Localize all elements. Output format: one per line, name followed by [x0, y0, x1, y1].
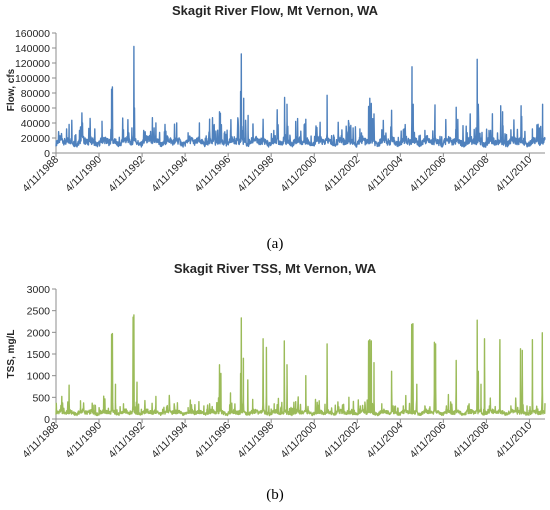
flow-x-tick-label: 4/11/2002 — [321, 154, 362, 195]
flow-x-tick-label: 4/11/1998 — [235, 154, 276, 195]
flow-y-tick-label: 40000 — [21, 118, 50, 130]
flow-series-line — [55, 45, 546, 148]
flow-y-tick-label: 60000 — [21, 103, 50, 115]
flow-y-tick-label: 80000 — [21, 88, 50, 100]
tss-y-tick-label: 1000 — [27, 371, 51, 383]
flow-x-tick-label: 4/11/1992 — [106, 154, 147, 195]
flow-x-tick-label: 4/11/2006 — [408, 154, 449, 195]
tss-chart-x-ticks: 4/11/1988 4/11/1990 4/11/1992 4/11/1994 4/11… — [20, 419, 535, 461]
flow-chart-x-ticks: 4/11/1988 4/11/1990 4/11/1992 4/11/1994 4/11… — [20, 153, 535, 195]
flow-y-tick-label: 100000 — [15, 73, 50, 85]
tss-x-tick-label: 4/11/2006 — [408, 420, 449, 461]
flow-y-tick-label: 120000 — [15, 58, 50, 70]
flow-y-tick-label: 140000 — [15, 43, 50, 55]
flow-x-tick-label: 4/11/1996 — [192, 154, 233, 195]
tss-x-tick-label: 4/11/1990 — [63, 420, 104, 461]
tss-series-line — [55, 314, 546, 417]
flow-y-tick-label: 160000 — [15, 28, 50, 40]
flow-x-tick-label: 4/11/2010 — [494, 154, 535, 195]
flow-x-tick-label: 4/11/2000 — [278, 154, 319, 195]
tss-x-tick-label: 4/11/1994 — [149, 420, 190, 461]
flow-y-tick-label: 0 — [44, 148, 50, 160]
flow-x-tick-label: 4/11/1988 — [20, 154, 61, 195]
flow-x-tick-label: 4/11/2008 — [451, 154, 492, 195]
tss-y-tick-label: 500 — [32, 392, 50, 404]
flow-x-tick-label: 4/11/2004 — [364, 154, 405, 195]
flow-x-tick-label: 4/11/1990 — [63, 154, 104, 195]
flow-y-tick-label: 20000 — [21, 133, 50, 145]
tss-x-tick-label: 4/11/1988 — [20, 420, 61, 461]
flow-chart-y-ticks: 0 20000 40000 60000 80000 100000 120000 140000 1… — [15, 28, 56, 160]
tss-chart-y-axis-label: TSS, mg/L — [6, 330, 17, 379]
tss-x-tick-label: 4/11/1996 — [192, 420, 233, 461]
tss-y-tick-label: 0 — [44, 414, 50, 426]
flow-chart-title: Skagit River Flow, Mt Vernon, WA — [172, 3, 379, 18]
tss-y-tick-label: 1500 — [27, 349, 51, 361]
tss-x-tick-label: 4/11/2010 — [494, 420, 535, 461]
tss-x-tick-label: 4/11/1992 — [106, 420, 147, 461]
tss-chart: Skagit River TSS, Mt Vernon, WA TSS, mg/… — [6, 261, 546, 503]
tss-chart-title: Skagit River TSS, Mt Vernon, WA — [174, 261, 377, 276]
tss-x-tick-label: 4/11/2008 — [451, 420, 492, 461]
flow-chart: Skagit River Flow, Mt Vernon, WA Flow, c… — [6, 3, 546, 252]
tss-chart-y-ticks: 0 500 1000 1500 2000 2500 3000 — [27, 284, 56, 426]
tss-x-tick-label: 4/11/2000 — [278, 420, 319, 461]
tss-x-tick-label: 4/11/2002 — [321, 420, 362, 461]
flow-x-tick-label: 4/11/1994 — [149, 154, 190, 195]
tss-x-tick-label: 4/11/2004 — [364, 420, 405, 461]
tss-y-tick-label: 3000 — [27, 284, 51, 296]
flow-chart-caption: (a) — [267, 236, 284, 252]
tss-x-tick-label: 4/11/1998 — [235, 420, 276, 461]
tss-y-tick-label: 2500 — [27, 306, 51, 318]
flow-chart-y-axis-label: Flow, cfs — [6, 68, 17, 111]
tss-chart-caption: (b) — [266, 487, 284, 503]
tss-y-tick-label: 2000 — [27, 327, 51, 339]
